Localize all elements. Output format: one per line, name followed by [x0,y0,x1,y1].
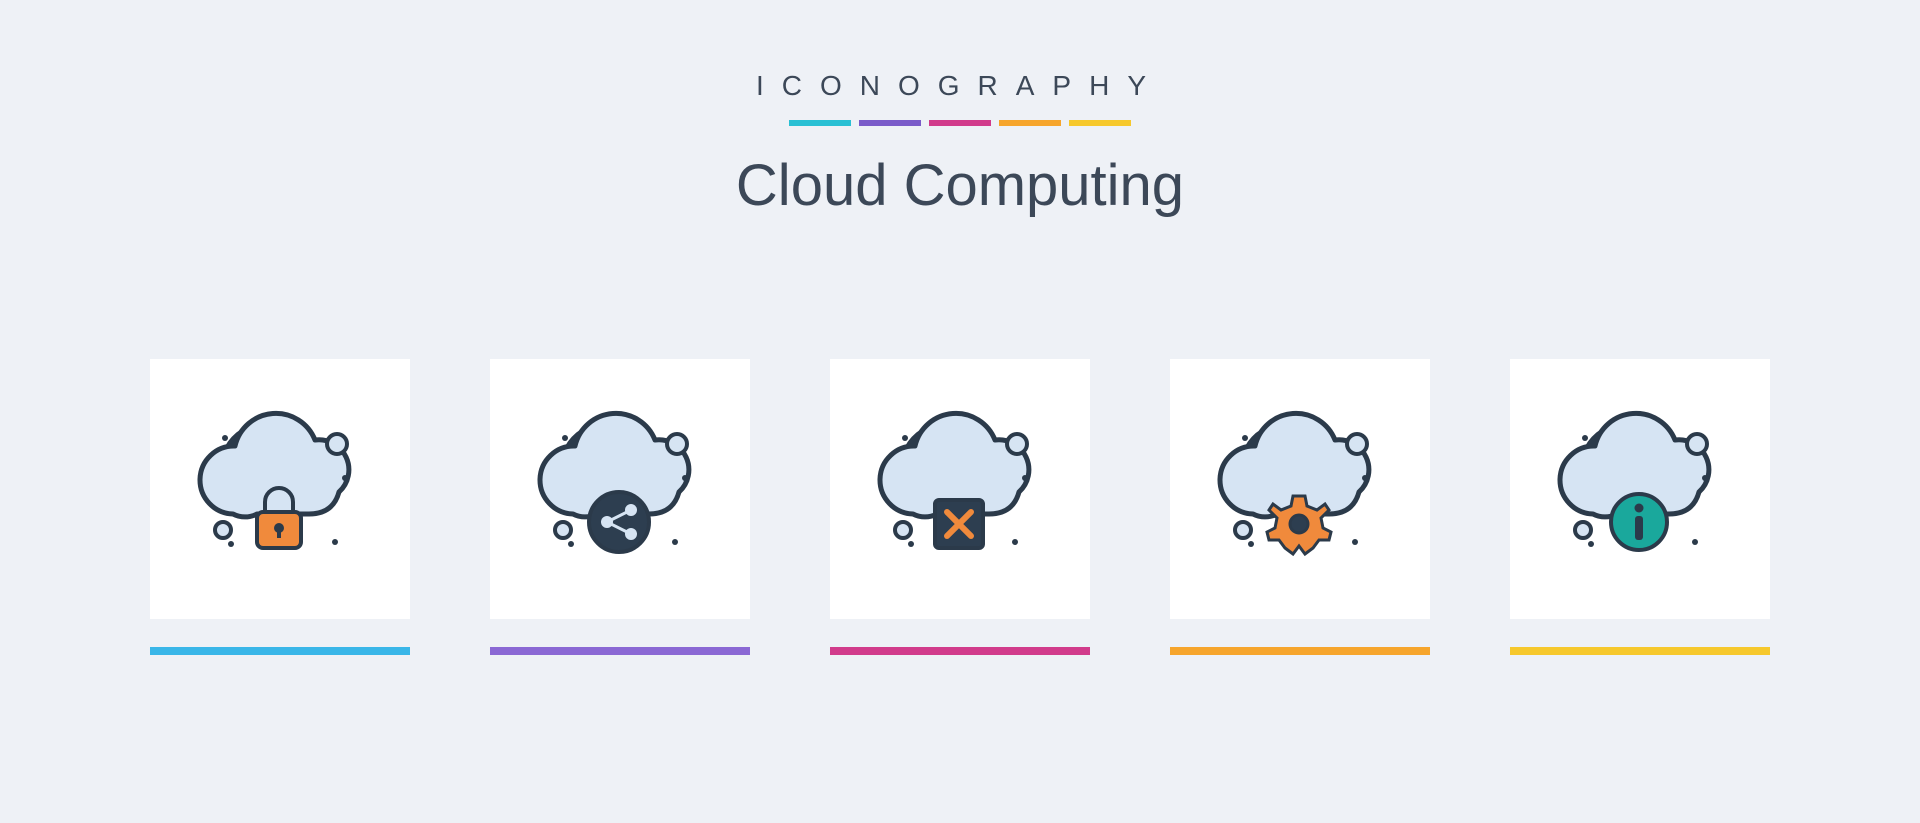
tile-underline [150,647,410,655]
tile-underline [830,647,1090,655]
cloud-lock-icon [150,359,410,619]
page-title: Cloud Computing [736,152,1184,219]
stripe [999,120,1061,126]
icon-row [150,359,1770,655]
icon-cell [1170,359,1430,655]
cloud-share-icon [490,359,750,619]
icon-cell [1510,359,1770,655]
kicker-text: ICONOGRAPHY [736,70,1184,102]
tile-underline [1510,647,1770,655]
icon-cell [150,359,410,655]
cloud-info-icon [1510,359,1770,619]
header: ICONOGRAPHY Cloud Computing [736,70,1184,219]
icon-cell [830,359,1090,655]
stripe [929,120,991,126]
cloud-settings-icon [1170,359,1430,619]
stripe [789,120,851,126]
icon-cell [490,359,750,655]
stripe [1069,120,1131,126]
tile-underline [1170,647,1430,655]
tile-underline [490,647,750,655]
cloud-cancel-icon [830,359,1090,619]
accent-stripes [736,120,1184,126]
stripe [859,120,921,126]
